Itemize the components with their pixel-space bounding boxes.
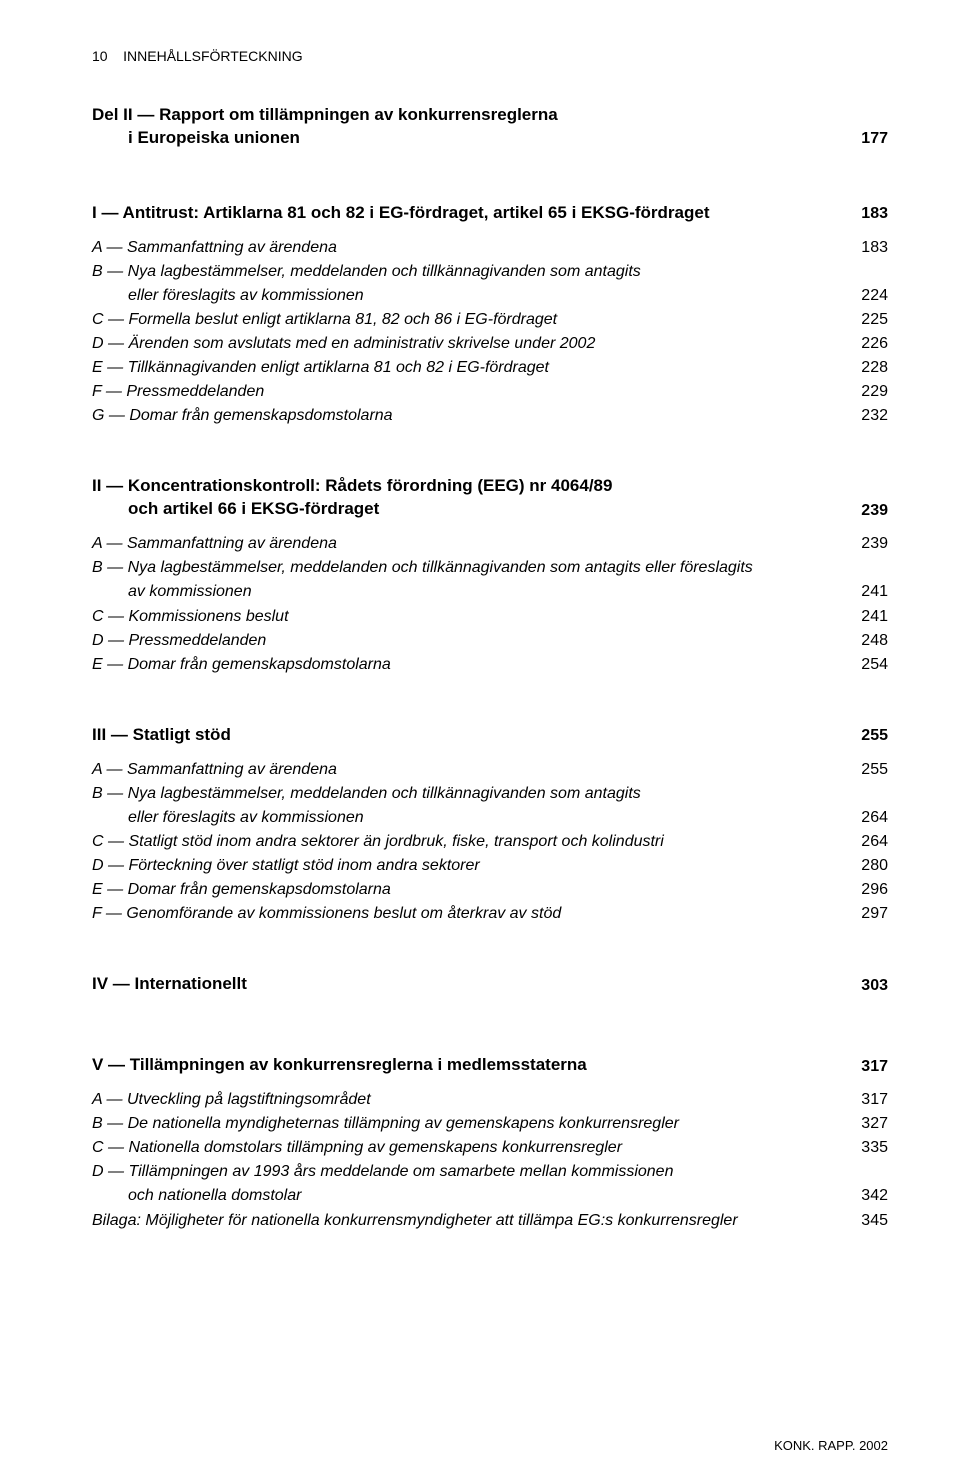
toc-entry-text: E — Tillkännagivanden enligt artiklarna … <box>92 357 848 379</box>
chapter-heading-text: I — Antitrust: Artiklarna 81 och 82 i EG… <box>92 202 848 225</box>
toc-entry-text: A — Sammanfattning av ärendena <box>92 533 848 555</box>
toc-entry-text: C — Statligt stöd inom andra sektorer än… <box>92 831 848 853</box>
toc-entry-text: D — Ärenden som avslutats med en adminis… <box>92 333 848 355</box>
chapter-heading: II — Koncentrationskontroll: Rådets föro… <box>92 475 888 521</box>
toc-entry-text: D — Förteckning över statligt stöd inom … <box>92 855 848 877</box>
toc-entry-page: 280 <box>848 855 888 877</box>
toc-entry-text: G — Domar från gemenskapsdomstolarna <box>92 405 848 427</box>
toc-entry-text: A — Sammanfattning av ärendena <box>92 237 848 259</box>
toc-entry-text: C — Formella beslut enligt artiklarna 81… <box>92 309 848 331</box>
toc-entry-page: 335 <box>848 1137 888 1159</box>
part-title-line2: i Europeiska unionen <box>92 127 300 150</box>
toc-entry-page: 239 <box>848 533 888 555</box>
toc-entry-text: Bilaga: Möjligheter för nationella konku… <box>92 1210 848 1232</box>
toc-entry-page: 241 <box>848 581 888 603</box>
toc-entry-text: B — De nationella myndigheternas tillämp… <box>92 1113 848 1135</box>
toc-entry-text: D — Pressmeddelanden <box>92 630 848 652</box>
toc-entry-page: 327 <box>848 1113 888 1135</box>
toc-entry-page: 226 <box>848 333 888 355</box>
toc-entry-text: F — Pressmeddelanden <box>92 381 848 403</box>
toc-entry-text: E — Domar från gemenskapsdomstolarna <box>92 654 848 676</box>
toc-entry-page: 296 <box>848 879 888 901</box>
chapter-page: 317 <box>848 1056 888 1078</box>
footer-text: KONK. RAPP. 2002 <box>774 1438 888 1453</box>
chapter-heading-line1: II — Koncentrationskontroll: Rådets föro… <box>92 475 888 498</box>
chapter-heading-line2: och artikel 66 i EKSG-fördraget <box>92 498 379 521</box>
toc-entry-text-cont: eller föreslagits av kommissionen <box>92 285 364 307</box>
running-header: 10 INNEHÅLLSFÖRTECKNING <box>92 48 888 64</box>
toc-entry-text: E — Domar från gemenskapsdomstolarna <box>92 879 848 901</box>
chapter-page: 239 <box>848 500 888 522</box>
toc-entry-page: 183 <box>848 237 888 259</box>
toc-entry-page: 264 <box>848 807 888 829</box>
toc-entry-text: C — Kommissionens beslut <box>92 606 848 628</box>
document-page: 10 INNEHÅLLSFÖRTECKNING Del II — Rapport… <box>0 0 960 1481</box>
chapter-heading-text: V — Tillämpningen av konkurrensreglerna … <box>92 1054 848 1077</box>
part-title-line1: Del II — Rapport om tillämpningen av kon… <box>92 104 888 127</box>
toc-entry-page: 224 <box>848 285 888 307</box>
toc-body: I — Antitrust: Artiklarna 81 och 82 i EG… <box>92 202 888 1254</box>
toc-entry-page: 228 <box>848 357 888 379</box>
chapter-page: 303 <box>848 975 888 997</box>
toc-entry-page: 255 <box>848 759 888 781</box>
toc-entry-page: 254 <box>848 654 888 676</box>
toc-entry-page: 345 <box>848 1210 888 1232</box>
toc-entry-page: 297 <box>848 903 888 925</box>
chapter-heading-text: III — Statligt stöd <box>92 724 848 747</box>
toc-entry-text-cont: och nationella domstolar <box>92 1185 301 1207</box>
toc-entry-text: D — Tillämpningen av 1993 års meddelande… <box>92 1161 888 1183</box>
toc-entry-text: B — Nya lagbestämmelser, meddelanden och… <box>92 261 888 283</box>
toc-entry-page: 264 <box>848 831 888 853</box>
toc-entry-page: 317 <box>848 1089 888 1111</box>
toc-entry-text: B — Nya lagbestämmelser, meddelanden och… <box>92 783 888 805</box>
chapter-heading-text: IV — Internationellt <box>92 973 848 996</box>
chapter-heading: I — Antitrust: Artiklarna 81 och 82 i EG… <box>92 202 888 225</box>
toc-entry-page: 225 <box>848 309 888 331</box>
part-title-page: 177 <box>848 128 888 150</box>
toc-entry-page: 229 <box>848 381 888 403</box>
part-title: Del II — Rapport om tillämpningen av kon… <box>92 104 888 150</box>
toc-entry-text: F — Genomförande av kommissionens beslut… <box>92 903 848 925</box>
toc-entry-page: 342 <box>848 1185 888 1207</box>
chapter-page: 183 <box>848 203 888 225</box>
toc-entry-page: 248 <box>848 630 888 652</box>
toc-entry-text-cont: av kommissionen <box>92 581 252 603</box>
toc-entry-text-cont: eller föreslagits av kommissionen <box>92 807 364 829</box>
toc-entry-page: 232 <box>848 405 888 427</box>
toc-entry-text: A — Sammanfattning av ärendena <box>92 759 848 781</box>
chapter-page: 255 <box>848 725 888 747</box>
toc-entry-text: A — Utveckling på lagstiftningsområdet <box>92 1089 848 1111</box>
running-title: INNEHÅLLSFÖRTECKNING <box>123 48 302 64</box>
toc-entry-text: C — Nationella domstolars tillämpning av… <box>92 1137 848 1159</box>
toc-entry-page: 241 <box>848 606 888 628</box>
toc-entry-text: B — Nya lagbestämmelser, meddelanden och… <box>92 557 888 579</box>
chapter-heading: V — Tillämpningen av konkurrensreglerna … <box>92 1054 888 1077</box>
chapter-heading: III — Statligt stöd255 <box>92 724 888 747</box>
page-number-top: 10 <box>92 48 108 64</box>
chapter-heading: IV — Internationellt303 <box>92 973 888 996</box>
